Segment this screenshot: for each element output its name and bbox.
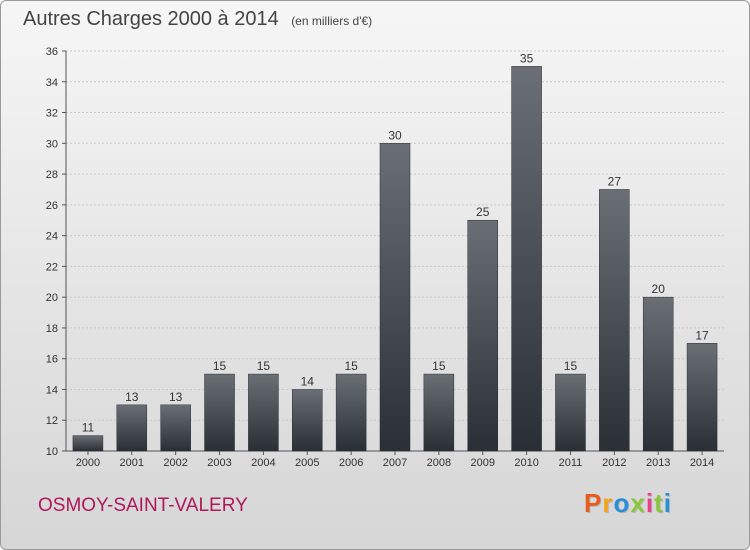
x-tick-label: 2004 bbox=[251, 457, 275, 469]
y-tick-label: 20 bbox=[46, 292, 58, 304]
x-tick-label: 2000 bbox=[76, 457, 100, 469]
y-tick-label: 16 bbox=[46, 354, 58, 366]
x-tick-label: 2006 bbox=[339, 457, 363, 469]
bar-value-label: 30 bbox=[388, 128, 402, 142]
bar-value-label: 25 bbox=[476, 205, 490, 219]
logo-letter: P bbox=[584, 488, 603, 518]
x-tick-label: 2002 bbox=[163, 457, 187, 469]
bar bbox=[160, 404, 191, 452]
x-tick-label: 2007 bbox=[383, 457, 407, 469]
x-tick-label: 2011 bbox=[559, 457, 583, 469]
y-tick-label: 30 bbox=[46, 138, 58, 150]
bar bbox=[292, 389, 323, 452]
bar-value-label: 15 bbox=[257, 359, 271, 373]
x-tick-label: 2009 bbox=[470, 457, 494, 469]
bar-value-label: 13 bbox=[169, 390, 183, 404]
y-tick-label: 18 bbox=[46, 323, 58, 335]
proxiti-logo: Proxiti bbox=[584, 488, 672, 519]
logo-letter: o bbox=[613, 488, 631, 518]
x-tick-label: 2001 bbox=[120, 457, 144, 469]
x-tick-label: 2012 bbox=[602, 457, 626, 469]
y-tick-label: 28 bbox=[46, 169, 58, 181]
y-tick-label: 26 bbox=[46, 200, 58, 212]
y-tick-label: 36 bbox=[46, 46, 58, 58]
y-tick-label: 12 bbox=[46, 415, 58, 427]
bar-value-label: 35 bbox=[520, 51, 534, 65]
bar bbox=[204, 373, 235, 452]
x-tick-label: 2008 bbox=[427, 457, 451, 469]
commune-name: OSMOY-SAINT-VALERY bbox=[38, 495, 248, 516]
chart-title: Autres Charges 2000 à 2014 bbox=[23, 8, 279, 30]
y-tick-label: 22 bbox=[46, 261, 58, 273]
bar bbox=[467, 219, 498, 452]
bar-value-label: 15 bbox=[564, 359, 578, 373]
bar-value-label: 15 bbox=[213, 359, 227, 373]
bar bbox=[423, 373, 455, 452]
bar bbox=[599, 189, 630, 452]
y-tick-label: 14 bbox=[46, 384, 58, 396]
bar-value-label: 11 bbox=[82, 421, 95, 435]
logo-letter: x bbox=[630, 488, 646, 518]
x-tick-label: 2014 bbox=[690, 457, 714, 469]
bar bbox=[642, 296, 674, 452]
chart-subtitle: (en milliers d'€) bbox=[291, 14, 373, 28]
y-tick-label: 32 bbox=[46, 108, 58, 120]
bar-value-label: 15 bbox=[344, 359, 358, 373]
bar bbox=[72, 435, 104, 452]
bar-value-label: 17 bbox=[695, 328, 709, 342]
y-tick-label: 34 bbox=[46, 77, 58, 89]
x-tick-label: 2005 bbox=[295, 457, 319, 469]
bar bbox=[335, 373, 367, 452]
title-row: Autres Charges 2000 à 2014 (en milliers … bbox=[23, 8, 372, 31]
bar-value-label: 13 bbox=[125, 390, 139, 404]
bar bbox=[511, 66, 542, 452]
bar bbox=[248, 373, 279, 452]
bar-value-label: 27 bbox=[608, 174, 622, 188]
logo-letter: i bbox=[645, 488, 655, 518]
logo-letter: t bbox=[654, 488, 664, 518]
y-tick-label: 24 bbox=[46, 231, 58, 243]
logo-letter: i bbox=[663, 488, 672, 518]
bar bbox=[116, 404, 148, 452]
x-tick-label: 2003 bbox=[207, 457, 231, 469]
bar-value-label: 15 bbox=[432, 359, 446, 373]
bar-value-label: 14 bbox=[301, 374, 315, 388]
bar bbox=[379, 143, 411, 452]
bar bbox=[686, 343, 718, 452]
x-tick-label: 2010 bbox=[514, 457, 538, 469]
y-tick-label: 10 bbox=[46, 446, 58, 458]
bar-value-label: 20 bbox=[652, 282, 666, 296]
x-tick-label: 2013 bbox=[646, 457, 670, 469]
logo-letter: r bbox=[602, 488, 614, 518]
bar bbox=[555, 373, 586, 452]
